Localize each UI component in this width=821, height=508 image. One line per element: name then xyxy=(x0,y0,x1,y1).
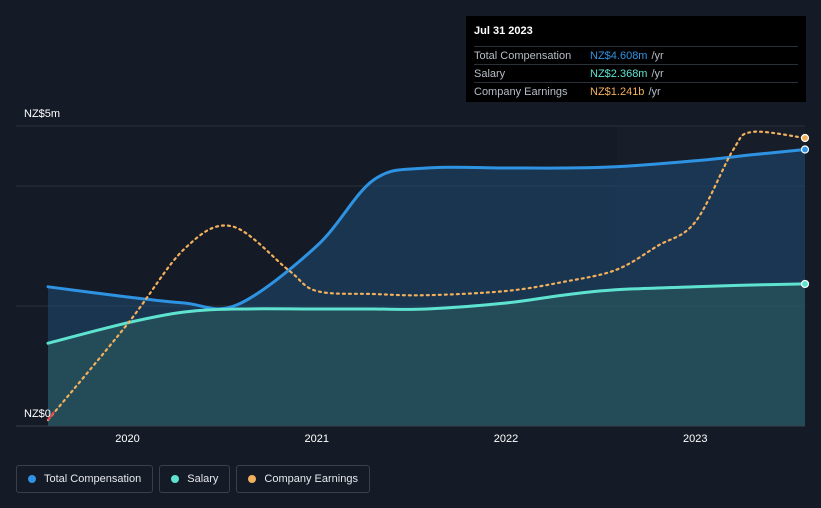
marker-company-earnings xyxy=(800,133,810,143)
line-total-compensation xyxy=(46,148,807,311)
tooltip-label: Total Compensation xyxy=(474,49,572,62)
tooltip-unit: /yr xyxy=(651,49,664,62)
legend-dot-icon xyxy=(248,475,257,483)
marker-salary xyxy=(800,279,810,289)
chart-tooltip: Jul 31 2023 Total Compensation NZ$4.608m… xyxy=(466,16,806,102)
y-axis-max-label: NZ$5m xyxy=(24,108,61,120)
legend-label: Salary xyxy=(187,473,219,485)
tooltip-row-salary: Salary NZ$2.368m /yr xyxy=(474,64,798,82)
x-tick-label: 2022 xyxy=(493,433,519,445)
tooltip-row-total-compensation: Total Compensation NZ$4.608m /yr xyxy=(474,46,798,64)
x-tick-label: 2023 xyxy=(682,433,708,445)
legend-item-salary[interactable]: Salary xyxy=(159,465,231,493)
y-axis-min-label: NZ$0 xyxy=(24,408,51,420)
x-tick-label: 2020 xyxy=(115,433,140,445)
tooltip-row-company-earnings: Company Earnings NZ$1.241b /yr xyxy=(474,82,798,100)
tooltip-date: Jul 31 2023 xyxy=(474,25,533,37)
x-tick-label: 2021 xyxy=(304,433,329,445)
legend-item-total-compensation[interactable]: Total Compensation xyxy=(16,465,154,493)
marker-total-compensation xyxy=(800,145,810,154)
tooltip-value: NZ$2.368m xyxy=(590,67,648,80)
series-areas xyxy=(48,149,805,426)
line-company-earnings-negative-segment xyxy=(47,411,55,421)
series-end-markers xyxy=(800,133,810,289)
tooltip-value: NZ$1.241b xyxy=(590,85,645,98)
tooltip-label: Salary xyxy=(474,67,506,80)
tooltip-unit: /yr xyxy=(651,67,664,80)
chart-legend: Total Compensation Salary Company Earnin… xyxy=(16,465,370,493)
series-lines xyxy=(46,130,807,422)
line-salary xyxy=(46,282,807,345)
legend-label: Company Earnings xyxy=(264,473,358,485)
legend-item-company-earnings[interactable]: Company Earnings xyxy=(236,465,370,493)
legend-label: Total Compensation xyxy=(44,473,142,485)
legend-dot-icon xyxy=(171,475,180,483)
tooltip-value: NZ$4.608m xyxy=(590,49,648,62)
tooltip-label: Company Earnings xyxy=(474,85,568,98)
tooltip-unit: /yr xyxy=(648,85,661,98)
area-salary xyxy=(48,283,805,426)
line-company-earnings xyxy=(46,130,807,422)
legend-dot-icon xyxy=(28,475,36,483)
